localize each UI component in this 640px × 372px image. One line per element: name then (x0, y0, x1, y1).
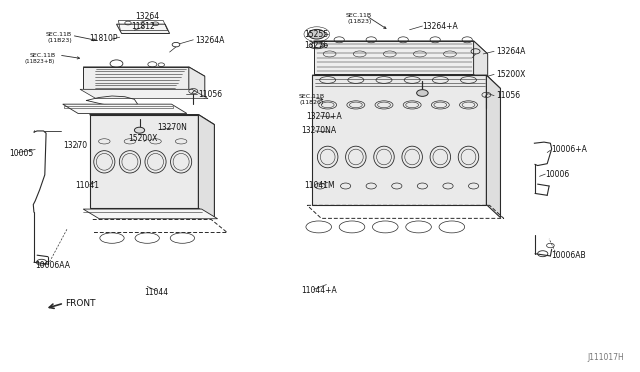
Text: 10006AA: 10006AA (35, 262, 70, 270)
Text: 13276: 13276 (304, 41, 328, 50)
Polygon shape (80, 89, 208, 99)
Polygon shape (312, 75, 486, 205)
Circle shape (134, 127, 145, 133)
Text: 13264A: 13264A (496, 47, 525, 56)
Polygon shape (83, 67, 189, 89)
Text: 13270N: 13270N (157, 123, 187, 132)
Polygon shape (474, 41, 488, 87)
Text: (11823): (11823) (348, 19, 372, 24)
Text: (11826): (11826) (300, 100, 324, 105)
Polygon shape (83, 209, 218, 219)
Polygon shape (116, 24, 170, 33)
Text: 15255: 15255 (304, 30, 328, 39)
Text: (11B23+B): (11B23+B) (24, 58, 54, 64)
Polygon shape (198, 115, 214, 218)
Text: 11812: 11812 (131, 22, 155, 31)
Text: 11044: 11044 (144, 288, 168, 296)
Text: 11056: 11056 (198, 90, 223, 99)
Polygon shape (90, 115, 214, 125)
Circle shape (417, 90, 428, 96)
Text: 13270+A: 13270+A (306, 112, 342, 121)
Text: 13270NA: 13270NA (301, 126, 336, 135)
Text: 13264A: 13264A (195, 36, 225, 45)
Circle shape (308, 29, 325, 39)
Text: 10006: 10006 (545, 170, 570, 179)
Polygon shape (63, 104, 187, 113)
Polygon shape (189, 67, 205, 99)
Polygon shape (83, 67, 205, 76)
Text: 13264+A: 13264+A (422, 22, 458, 31)
Text: SEC.11B: SEC.11B (30, 52, 56, 58)
Polygon shape (314, 41, 488, 54)
Text: 11044+A: 11044+A (301, 286, 337, 295)
Text: FRONT: FRONT (65, 299, 96, 308)
Polygon shape (314, 41, 474, 74)
Text: 13270: 13270 (63, 141, 87, 150)
Text: SEC.11B: SEC.11B (298, 94, 324, 99)
Polygon shape (486, 75, 500, 218)
Polygon shape (90, 115, 198, 208)
Text: 11810P: 11810P (90, 34, 118, 43)
Text: J111017H: J111017H (588, 353, 625, 362)
Text: 10005: 10005 (9, 149, 33, 158)
Text: 10006+A: 10006+A (552, 145, 588, 154)
Text: 11041M: 11041M (305, 181, 335, 190)
Text: 10006AB: 10006AB (552, 251, 586, 260)
Text: 13264: 13264 (136, 12, 160, 21)
Text: 15200X: 15200X (128, 134, 157, 143)
Text: 11041: 11041 (76, 181, 100, 190)
Text: SEC.11B: SEC.11B (346, 13, 372, 18)
Polygon shape (312, 75, 500, 89)
Text: 15200X: 15200X (496, 70, 525, 79)
Text: SEC.11B: SEC.11B (46, 32, 72, 37)
Text: 11056: 11056 (496, 92, 520, 100)
Text: (11B23): (11B23) (47, 38, 72, 43)
